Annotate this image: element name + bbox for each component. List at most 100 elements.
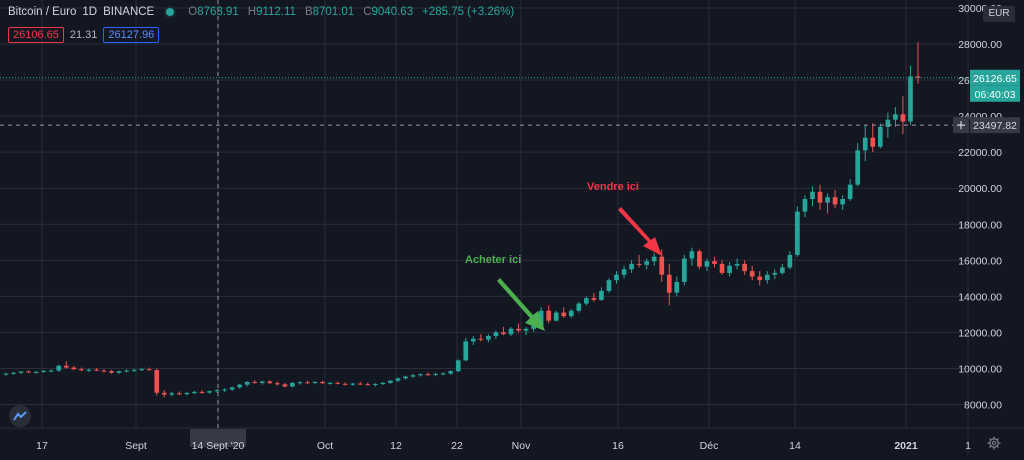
candle-body (840, 199, 845, 205)
candle (18, 371, 24, 374)
candle (546, 305, 552, 324)
candle-body (584, 298, 589, 304)
buy-price-button[interactable]: 26127.96 (103, 27, 160, 43)
candle-body (704, 261, 710, 267)
candle-body (795, 211, 800, 255)
time-tick-label: 2021 (894, 440, 918, 452)
candle-body (335, 382, 340, 384)
candle-body (644, 261, 649, 265)
currency-button[interactable]: EUR (983, 6, 1015, 22)
candle-body (719, 263, 725, 273)
candle (41, 370, 47, 373)
candle (320, 380, 325, 384)
candle (244, 381, 250, 387)
candle (908, 65, 913, 126)
candle-body (470, 338, 476, 342)
candle-body (900, 114, 906, 122)
candle-body (327, 382, 333, 384)
candle-body (86, 369, 92, 371)
price-tick-label: 22000.00 (958, 147, 1002, 159)
candle-body (357, 383, 363, 385)
candle-body (342, 383, 348, 385)
candle (267, 380, 273, 384)
candle (372, 383, 378, 387)
candle (810, 186, 815, 207)
time-tick-label: 14 (789, 440, 801, 452)
candle-body (214, 390, 220, 392)
candle-body (410, 375, 416, 377)
crosshair-price-badge (970, 117, 1020, 134)
candle-body (606, 280, 612, 291)
candle (576, 301, 582, 313)
time-tick-label: 22 (451, 440, 463, 452)
crosshair-time-badge (190, 429, 246, 447)
candle (478, 334, 484, 342)
candle (410, 373, 416, 378)
candle-body (433, 373, 438, 375)
candle-body (621, 269, 627, 275)
candle-body (169, 393, 175, 395)
candle-body (689, 251, 695, 259)
candle (207, 390, 212, 394)
candle (312, 381, 318, 385)
tradingview-logo-icon[interactable] (9, 405, 31, 427)
candle-body (252, 381, 258, 383)
candle-body (614, 274, 619, 281)
candle (3, 372, 9, 376)
sell-price-button[interactable]: 26106.65 (8, 27, 64, 43)
candle (199, 390, 205, 394)
time-axis[interactable]: 17 Sept Oct 12 22 Nov 16 Déc 14 2021 1 14 Sept '20 (36, 429, 971, 452)
price-axis[interactable]: 8000.00 10000.00 12000.00 14000.00 16000.00 1… (953, 3, 1020, 412)
candle (764, 271, 770, 284)
candle-body (810, 191, 815, 200)
candle (448, 370, 454, 375)
candle (229, 386, 235, 391)
crosshair-price-label: 23497.82 (973, 120, 1017, 132)
candle (795, 206, 800, 257)
plus-icon[interactable] (953, 117, 969, 134)
change-value: +285.75 (+3.26%) (422, 6, 515, 18)
last-price-badge[interactable] (970, 69, 1020, 86)
interval[interactable]: 1D (82, 6, 98, 18)
open-label: O (188, 6, 198, 18)
candle-body (41, 370, 47, 372)
quote-row: 26106.65 21.31 26127.96 (8, 27, 160, 43)
sell-label: Vendre ici (587, 181, 639, 193)
time-tick-label: Déc (700, 440, 719, 452)
price-tick-label: 20000.00 (958, 183, 1002, 195)
price-tick-label: 12000.00 (958, 327, 1002, 339)
candle (161, 390, 167, 398)
candle (900, 96, 906, 135)
candle-body (908, 76, 913, 122)
candle-body (395, 378, 401, 381)
candle-body (259, 381, 265, 383)
candle-body (802, 199, 808, 212)
candle-body (312, 381, 318, 383)
candle-body (380, 382, 386, 384)
candle (516, 323, 521, 333)
candle (192, 390, 197, 395)
candle-body (659, 256, 665, 275)
candle (237, 383, 242, 389)
candle-body (48, 370, 54, 372)
candle-body (3, 373, 9, 375)
candle-body (365, 384, 371, 386)
candle-body (508, 328, 514, 335)
candle-body (71, 367, 77, 370)
candle (727, 262, 732, 277)
candle-body (478, 338, 484, 340)
high-value: 9112.11 (256, 6, 296, 18)
candle-body (18, 371, 24, 373)
candle-body (787, 254, 793, 268)
candle (365, 382, 371, 386)
candle (847, 179, 853, 201)
candle-body (734, 263, 740, 266)
candle (259, 380, 265, 385)
gear-icon[interactable] (986, 435, 1002, 451)
candle-body (561, 312, 567, 317)
symbol-name[interactable]: Bitcoin / Euro (8, 6, 77, 18)
price-tick-label: 8000.00 (964, 400, 1002, 412)
candle (704, 258, 710, 272)
